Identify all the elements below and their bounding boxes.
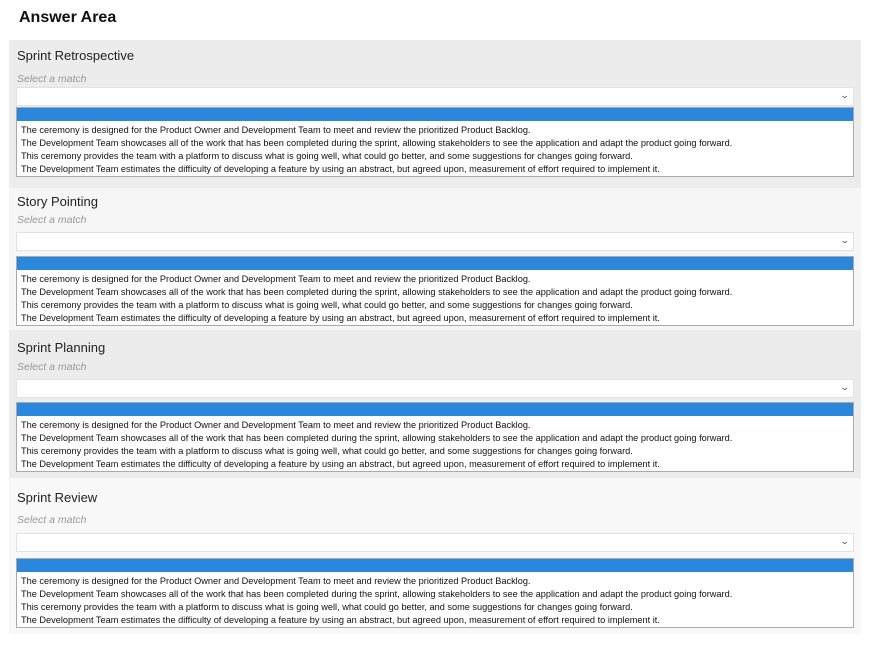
highlighted-empty-option[interactable] [17, 403, 853, 416]
option-item[interactable]: This ceremony provides the team with a p… [21, 151, 633, 161]
match-section: Sprint Planning Select a match ⌄ The cer… [9, 330, 861, 478]
section-title: Sprint Planning [17, 340, 106, 355]
select-hint: Select a match [17, 361, 87, 373]
highlighted-empty-option[interactable] [17, 559, 853, 572]
select-hint: Select a match [17, 214, 87, 226]
match-select[interactable]: ⌄ [16, 533, 854, 552]
match-select[interactable]: ⌄ [16, 232, 854, 251]
section-title: Story Pointing [17, 194, 98, 209]
section-title: Sprint Retrospective [17, 48, 135, 63]
highlighted-empty-option[interactable] [17, 108, 853, 121]
match-section: Story Pointing Select a match ⌄ The cere… [9, 188, 861, 330]
options-list[interactable]: The ceremony is designed for the Product… [16, 402, 854, 472]
match-section: Sprint Retrospective Select a match ⌄ Th… [9, 40, 861, 188]
match-select[interactable]: ⌄ [16, 87, 854, 106]
option-item[interactable]: The Development Team showcases all of th… [21, 287, 733, 297]
option-item[interactable]: The ceremony is designed for the Product… [21, 420, 531, 430]
option-item[interactable]: This ceremony provides the team with a p… [21, 602, 633, 612]
option-item[interactable]: The Development Team estimates the diffi… [21, 459, 660, 469]
option-item[interactable]: The Development Team estimates the diffi… [21, 313, 660, 323]
chevron-down-icon: ⌄ [840, 90, 851, 100]
options-list[interactable]: The ceremony is designed for the Product… [16, 558, 854, 628]
option-item[interactable]: The Development Team estimates the diffi… [21, 164, 660, 174]
option-item[interactable]: The ceremony is designed for the Product… [21, 576, 531, 586]
options-list[interactable]: The ceremony is designed for the Product… [16, 107, 854, 177]
answer-area-title: Answer Area [19, 9, 117, 26]
chevron-down-icon: ⌄ [840, 536, 851, 546]
select-hint: Select a match [17, 514, 87, 526]
option-item[interactable]: This ceremony provides the team with a p… [21, 300, 633, 310]
highlighted-empty-option[interactable] [17, 257, 853, 270]
option-item[interactable]: The Development Team showcases all of th… [21, 433, 733, 443]
option-item[interactable]: The Development Team showcases all of th… [21, 138, 733, 148]
option-item[interactable]: The ceremony is designed for the Product… [21, 274, 531, 284]
match-section: Sprint Review Select a match ⌄ The cerem… [9, 478, 861, 634]
option-item[interactable]: The Development Team estimates the diffi… [21, 615, 660, 625]
option-item[interactable]: This ceremony provides the team with a p… [21, 446, 633, 456]
option-item[interactable]: The ceremony is designed for the Product… [21, 125, 531, 135]
match-select[interactable]: ⌄ [16, 379, 854, 398]
chevron-down-icon: ⌄ [840, 382, 851, 392]
option-item[interactable]: The Development Team showcases all of th… [21, 589, 733, 599]
select-hint: Select a match [17, 73, 87, 85]
options-list[interactable]: The ceremony is designed for the Product… [16, 256, 854, 326]
chevron-down-icon: ⌄ [840, 235, 851, 245]
section-title: Sprint Review [17, 490, 98, 505]
